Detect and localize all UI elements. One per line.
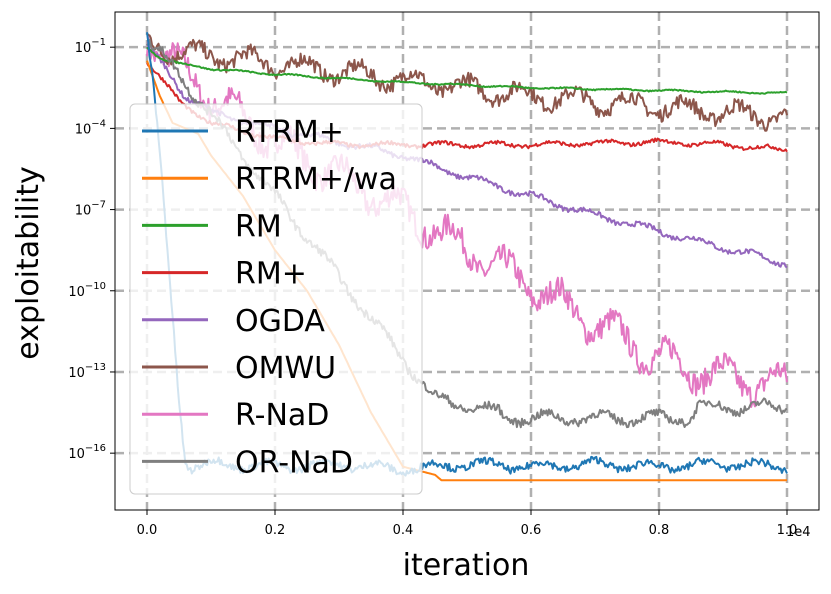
x-tick-label: 0.8 <box>649 523 670 538</box>
legend-label: RM+ <box>235 257 307 292</box>
y-tick-label: 10−13 <box>68 362 106 381</box>
y-axis-label: exploitability <box>11 166 46 359</box>
y-tick-base: 10 <box>68 366 85 381</box>
series-line-omwu <box>146 32 788 132</box>
legend: RTRM+ RTRM+/wa RM RM+ OGDA OMWU R-NaD OR-NaD <box>129 103 423 495</box>
y-tick-exponent: −4 <box>91 118 106 129</box>
y-tick-base: 10 <box>68 447 85 462</box>
legend-label: R-NaD <box>235 398 329 433</box>
legend-label: OR-NaD <box>235 445 353 480</box>
x-tick-label: 0.2 <box>265 523 286 538</box>
plot-frame <box>114 11 820 511</box>
series-line-rm <box>146 46 788 95</box>
y-tick-label: 10−4 <box>75 118 106 137</box>
y-tick-label: 10−1 <box>75 37 106 56</box>
y-tick-base: 10 <box>75 122 92 137</box>
legend-label: RM <box>235 209 282 244</box>
x-tick-label: 1.0 <box>777 523 798 538</box>
ticks: 0.0 0.2 0.4 0.6 0.8 1.010−110−410−710−1010−13… <box>68 37 797 538</box>
y-tick-exponent: −16 <box>85 443 106 454</box>
legend-label: RTRM+/wa <box>235 162 397 197</box>
x-axis-label: iteration <box>403 548 530 583</box>
x-tick-label: 0.0 <box>137 523 158 538</box>
y-tick-label: 10−16 <box>68 443 106 462</box>
legend-box <box>129 103 423 495</box>
legend-label: OMWU <box>235 351 336 386</box>
y-tick-base: 10 <box>68 285 85 300</box>
y-tick-base: 10 <box>75 204 92 219</box>
x-tick-label: 0.4 <box>393 523 414 538</box>
y-tick-exponent: −7 <box>91 200 106 211</box>
y-tick-base: 10 <box>75 41 92 56</box>
legend-label: RTRM+ <box>235 115 344 150</box>
y-tick-label: 10−10 <box>68 281 106 300</box>
legend-label: OGDA <box>235 304 325 339</box>
y-tick-exponent: −1 <box>91 37 106 48</box>
x-tick-label: 0.6 <box>521 523 542 538</box>
y-tick-label: 10−7 <box>75 200 106 219</box>
x-offset-label: 1e4 <box>786 525 811 540</box>
y-tick-exponent: −10 <box>85 281 106 292</box>
y-tick-exponent: −13 <box>85 362 106 373</box>
